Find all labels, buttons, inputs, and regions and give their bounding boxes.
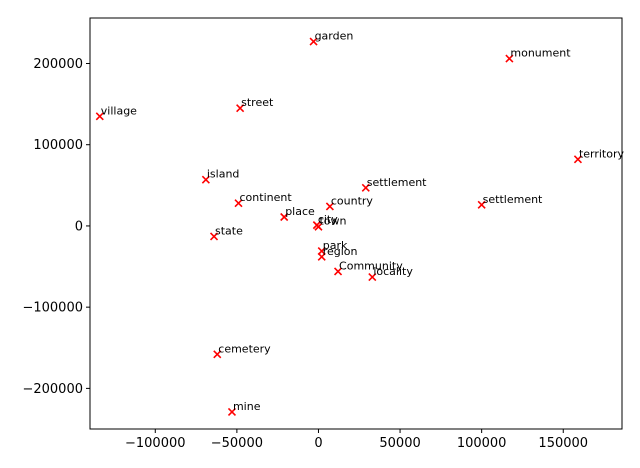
point-marker	[227, 407, 237, 417]
point-label: state	[215, 224, 243, 237]
data-point: region	[317, 245, 358, 261]
point-label: monument	[510, 47, 571, 60]
point-label: continent	[240, 191, 293, 204]
x-tick-label: 100000	[457, 436, 507, 451]
point-label: region	[323, 245, 358, 258]
data-points: garden monument village street territory isla…	[95, 30, 625, 417]
data-point: garden	[309, 30, 354, 46]
point-label: village	[101, 104, 137, 117]
point-marker	[234, 199, 243, 208]
point-marker	[361, 183, 370, 192]
point-label: territory	[579, 147, 625, 160]
x-tick-label: 150000	[538, 436, 588, 451]
point-marker	[477, 200, 486, 209]
y-tick-label: −200000	[22, 382, 83, 397]
data-point: state	[209, 224, 243, 241]
point-label: island	[207, 168, 240, 181]
point-marker	[505, 54, 514, 63]
point-label: locality	[373, 265, 413, 278]
data-point: town	[314, 215, 347, 231]
data-point: country	[325, 194, 374, 211]
data-point: street	[236, 96, 274, 113]
point-label: garden	[315, 30, 354, 43]
point-label: settlement	[483, 193, 543, 206]
data-point: monument	[505, 47, 571, 63]
point-marker	[325, 202, 334, 211]
y-tick-label: 200000	[33, 57, 83, 72]
point-marker	[201, 175, 210, 184]
data-point: settlement	[477, 193, 543, 209]
data-point: locality	[368, 265, 413, 282]
point-label: city	[318, 213, 338, 226]
point-marker	[213, 350, 222, 359]
y-axis: −200000 −100000 0 100000 200000	[22, 57, 90, 397]
point-label: country	[331, 194, 374, 207]
data-point: place	[280, 205, 315, 222]
point-marker	[368, 273, 377, 282]
point-marker	[333, 267, 343, 276]
point-label: park	[323, 239, 348, 252]
point-marker	[573, 155, 583, 164]
point-label: town	[319, 215, 346, 228]
point-label: place	[285, 205, 315, 218]
point-marker	[317, 252, 326, 261]
y-tick-label: 100000	[33, 138, 83, 153]
point-label: street	[241, 96, 274, 109]
x-tick-label: −50000	[211, 436, 263, 451]
x-tick-label: 0	[314, 436, 322, 451]
x-tick-label: −100000	[125, 436, 186, 451]
x-axis: −100000 −50000 0 50000 100000 150000	[125, 429, 588, 451]
point-label: cemetery	[218, 342, 271, 355]
x-tick-label: 50000	[379, 436, 420, 451]
plot-area-frame	[89, 17, 623, 430]
point-label: Community	[339, 259, 403, 272]
point-marker	[95, 112, 104, 121]
data-point: territory	[573, 147, 625, 164]
point-marker	[209, 232, 219, 241]
data-point: Community	[333, 259, 403, 276]
point-marker	[280, 212, 289, 222]
point-marker	[309, 37, 318, 46]
point-label: settlement	[367, 176, 427, 189]
point-marker	[236, 104, 245, 113]
data-point: mine	[227, 400, 261, 417]
point-label: mine	[233, 400, 261, 413]
data-point: village	[95, 104, 137, 121]
data-point: island	[201, 168, 240, 184]
y-tick-label: 0	[75, 219, 83, 234]
data-point: settlement	[361, 176, 427, 192]
data-point: continent	[234, 191, 293, 208]
data-point: cemetery	[213, 342, 271, 359]
point-marker	[314, 222, 323, 231]
y-tick-label: −100000	[22, 301, 83, 316]
